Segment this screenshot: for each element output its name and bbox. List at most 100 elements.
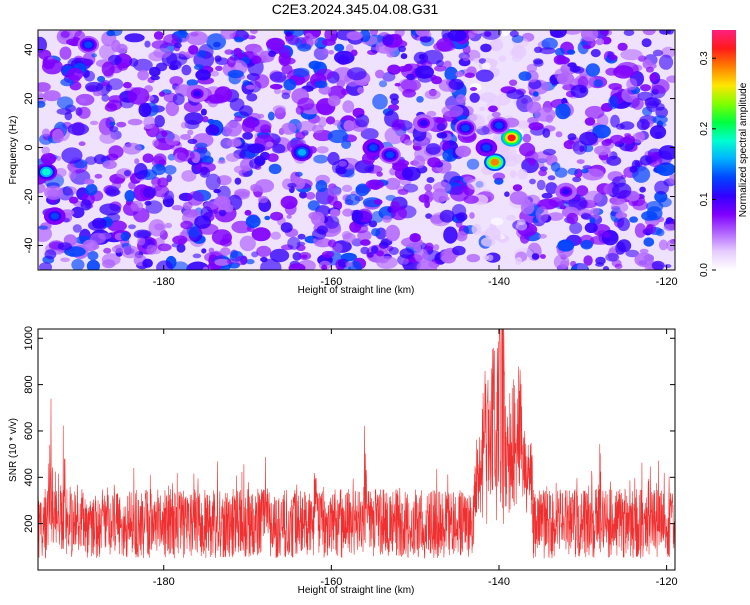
heatmap-cell xyxy=(297,233,306,240)
heatmap-cell xyxy=(250,30,258,35)
heatmap-cell xyxy=(414,65,434,79)
heatmap-cell xyxy=(133,58,153,72)
heatmap-cell xyxy=(541,37,558,50)
heatmap-cell xyxy=(38,100,46,108)
snr-y-tick-label: 600 xyxy=(23,422,35,440)
heatmap-cell xyxy=(342,100,355,113)
heatmap-x-tick-label: -120 xyxy=(656,276,678,288)
heatmap-cell xyxy=(225,120,243,137)
heatmap-cell xyxy=(446,156,453,162)
heatmap-cell xyxy=(56,96,74,109)
heatmap-cell xyxy=(152,139,159,147)
heatmap-cell xyxy=(194,215,212,229)
heatmap-cell xyxy=(182,209,200,218)
heatmap-cell xyxy=(121,245,140,259)
heatmap-cell xyxy=(582,44,592,50)
heatmap-cell xyxy=(74,55,84,61)
heatmap-cell xyxy=(553,55,566,65)
heatmap-cell xyxy=(566,212,579,225)
heatmap-cell xyxy=(632,132,645,143)
heatmap-cell xyxy=(187,129,194,136)
heatmap-cell xyxy=(323,49,330,55)
heatmap-cell xyxy=(589,217,596,224)
heatmap-cell xyxy=(592,124,611,139)
heatmap-cell xyxy=(625,249,640,258)
heatmap-cell xyxy=(608,83,622,90)
heatmap-cell xyxy=(448,78,464,90)
heatmap-cell xyxy=(136,230,151,239)
heatmap-cell xyxy=(385,224,401,242)
heatmap-cell xyxy=(154,115,165,128)
heatmap-cell xyxy=(613,65,634,79)
heatmap-cell xyxy=(400,257,409,265)
heatmap-cell xyxy=(357,86,365,94)
heatmap-cell xyxy=(265,141,274,148)
heatmap-cell xyxy=(158,91,166,97)
heatmap-cell xyxy=(268,163,282,175)
heatmap-cell xyxy=(186,79,198,87)
heatmap-cell xyxy=(634,223,647,238)
heatmap-cell xyxy=(224,203,234,213)
heatmap-cell xyxy=(425,143,441,155)
heatmap-cell xyxy=(614,263,623,269)
heatmap-cell xyxy=(267,111,275,121)
snr-x-axis-label: Height of straight line (km) xyxy=(298,585,415,596)
heatmap-cell xyxy=(415,30,430,37)
heatmap-cell xyxy=(649,125,667,140)
heatmap-hotspot xyxy=(42,168,51,176)
heatmap-cell xyxy=(227,69,244,79)
heatmap-cell xyxy=(153,47,172,59)
heatmap-cell xyxy=(539,47,556,55)
heatmap-cell xyxy=(91,217,107,229)
heatmap-cell xyxy=(208,247,215,253)
heatmap-cell xyxy=(403,139,413,146)
heatmap-cell xyxy=(205,173,221,191)
heatmap-cell xyxy=(455,71,464,78)
heatmap-cell xyxy=(619,121,635,130)
heatmap-cell xyxy=(443,226,458,244)
heatmap-cell xyxy=(617,239,632,253)
heatmap-cell xyxy=(305,191,316,200)
heatmap-cell xyxy=(491,111,501,118)
heatmap-cell xyxy=(492,172,506,181)
heatmap-cell xyxy=(550,162,561,172)
heatmap-cell xyxy=(384,126,405,145)
heatmap-cell xyxy=(60,30,70,38)
heatmap-cell xyxy=(455,94,467,104)
heatmap-cell xyxy=(585,63,601,77)
heatmap-cell xyxy=(239,105,253,117)
heatmap-hotspot xyxy=(84,41,93,49)
heatmap-x-tick-label: -180 xyxy=(153,276,175,288)
heatmap-cell xyxy=(296,121,317,132)
heatmap-cell xyxy=(533,59,544,67)
heatmap-cell xyxy=(400,53,408,60)
heatmap-cell xyxy=(584,117,596,126)
heatmap-cell xyxy=(469,92,480,103)
heatmap-cell xyxy=(180,134,191,140)
heatmap-cell xyxy=(269,71,287,83)
heatmap-cell xyxy=(313,154,329,164)
heatmap-cell xyxy=(509,30,519,38)
heatmap-cell xyxy=(567,49,576,55)
heatmap-cell xyxy=(664,264,672,268)
heatmap-cell xyxy=(155,62,168,72)
heatmap-cell xyxy=(186,31,209,46)
heatmap-cell xyxy=(86,259,100,270)
heatmap-cell xyxy=(629,165,638,173)
heatmap-cell xyxy=(398,45,407,53)
heatmap-cell xyxy=(59,46,72,60)
heatmap-x-ticks: -180 -160 -140 -120 xyxy=(153,30,678,288)
heatmap-cell xyxy=(138,102,152,118)
heatmap-cell xyxy=(234,177,242,185)
heatmap-cell xyxy=(116,121,127,128)
heatmap-cell xyxy=(41,59,63,75)
heatmap-cell xyxy=(128,181,136,190)
heatmap-cell xyxy=(251,227,271,242)
heatmap-cell xyxy=(61,147,83,164)
heatmap-cell xyxy=(580,239,593,250)
heatmap-cell xyxy=(285,35,300,45)
heatmap-cell xyxy=(325,116,336,125)
heatmap-cell xyxy=(239,235,256,252)
heatmap-cell xyxy=(436,132,448,139)
heatmap-cell xyxy=(324,215,340,229)
